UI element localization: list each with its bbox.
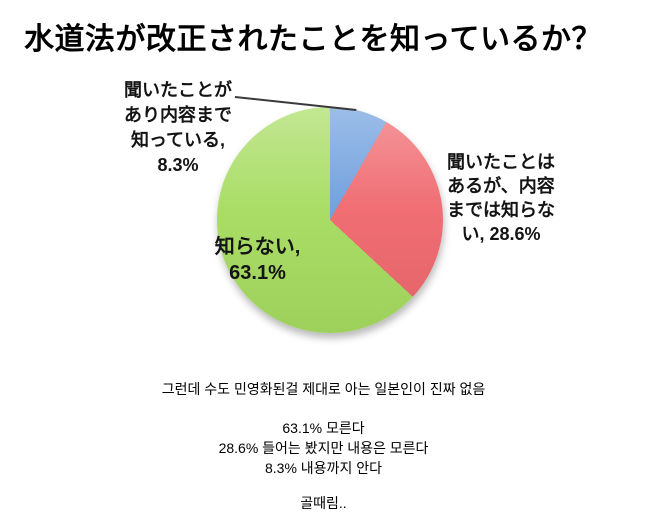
commentary-line-5: 골때림.. [300,495,347,511]
commentary-line-2: 63.1% 모른다 [282,420,365,436]
pie-label-heard-and-know: 聞いたことが あり内容まで 知っている, 8.3% [124,80,232,175]
commentary-line-1: 그런데 수도 민영화된걸 제대로 아는 일본인이 진짜 없음 [161,381,486,397]
pie-label-heard-not-know: 聞いたことは あるが、内容 までは知らな い, 28.6% [447,152,555,244]
commentary-line-4: 8.3% 내용까지 안다 [265,460,382,476]
pie-label-dont-know: 知らない, 63.1% [214,236,301,284]
pie-chart [217,107,443,333]
chart-title: 水道法が改正されたことを知っているか？ [24,23,602,56]
pie-slices [217,107,443,333]
commentary-line-3: 28.6% 들어는 봤지만 내용은 모른다 [218,440,429,456]
